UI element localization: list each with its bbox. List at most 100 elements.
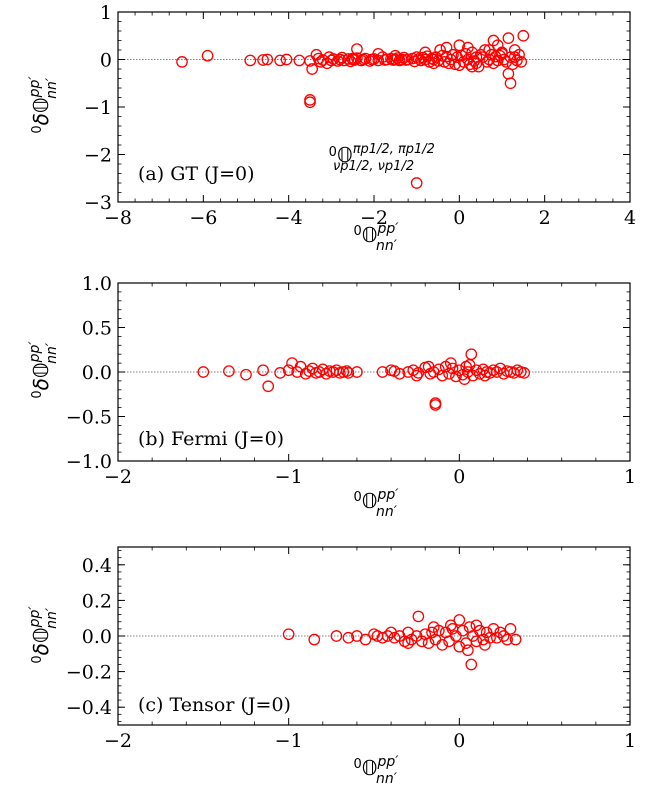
annotation-sub: νp1/2, νp1/2 (333, 159, 414, 174)
y-tick-label: 1 (100, 2, 112, 24)
y-tick-label: 0.5 (82, 318, 112, 340)
scatter-points (197, 348, 531, 411)
x-axis-label: 0𝕆pp′ nn′ (354, 221, 400, 254)
data-point (497, 630, 510, 642)
data-point (359, 633, 372, 646)
data-point (197, 366, 210, 378)
x-tick-label: −2 (104, 466, 132, 488)
y-tick-label: 0.0 (82, 626, 112, 648)
data-point (444, 619, 457, 632)
y-axis-label: 0δ𝕆pp′nn′ (27, 341, 60, 399)
panel-3: −2 −1 0 1 −0.4 −0.2 0.0 0.2 0.4 (c) Tensor (J=0) 0… (27, 546, 636, 787)
data-point (466, 60, 478, 73)
data-point (176, 56, 188, 68)
y-tick-label: 1.0 (82, 273, 112, 295)
data-point (342, 367, 355, 379)
x-tick-label: 0 (453, 730, 465, 752)
data-point (458, 373, 471, 385)
y-axis-label-sup: pp′ (27, 606, 43, 629)
data-point (201, 49, 214, 62)
x-tick-label: 1 (624, 466, 636, 488)
x-tick-label: 1 (624, 730, 636, 752)
data-point (477, 633, 490, 646)
x-tick-label: −1 (275, 466, 303, 488)
x-axis-label-sub: nn′ (376, 771, 398, 787)
data-point (465, 658, 478, 671)
data-point (244, 54, 257, 67)
x-axis-label-main: 𝕆 (362, 756, 378, 780)
y-tick-label: −1 (84, 97, 112, 119)
annotation-label: 0𝕆πp1/2, πp1/2 νp1/2, νp1/2 (329, 142, 435, 174)
scatter-points (282, 610, 522, 671)
annotation-base: 0 (329, 145, 337, 160)
data-point (518, 367, 531, 379)
panel-label: (c) Tensor (J=0) (138, 694, 291, 716)
data-point (410, 369, 423, 382)
x-tick-label: 2 (539, 207, 551, 229)
data-point (422, 360, 435, 373)
data-point (444, 357, 457, 369)
data-point (293, 54, 306, 67)
y-axis-label-main: δ𝕆 (29, 627, 53, 655)
y-axis-label-base: 0 (30, 655, 45, 663)
data-point (429, 399, 442, 411)
data-point (330, 630, 343, 642)
data-point (304, 94, 316, 106)
y-axis-label: 0δ𝕆pp′nn′ (27, 76, 60, 134)
y-axis-label-main: δ𝕆 (29, 97, 53, 125)
data-point (412, 610, 425, 623)
data-point (308, 633, 321, 646)
data-point (462, 644, 474, 657)
x-tick-label: −1 (275, 730, 303, 752)
y-tick-label: −0.5 (66, 407, 112, 429)
x-axis-label-main: 𝕆 (362, 489, 378, 513)
data-point (262, 380, 275, 393)
x-axis-label-base: 0 (354, 757, 362, 772)
y-axis-label-sub: nn′ (44, 77, 60, 99)
x-tick-label: −6 (189, 207, 217, 229)
data-point (389, 49, 402, 62)
y-axis-label-sup: pp′ (27, 76, 43, 99)
data-point (440, 41, 453, 54)
data-point (419, 46, 432, 59)
data-point (306, 63, 318, 75)
data-point (280, 53, 293, 66)
x-axis-label-sup: pp′ (377, 221, 400, 237)
x-axis-label-main: 𝕆 (362, 223, 378, 247)
data-point (422, 637, 435, 649)
x-axis-label: 0𝕆pp′ nn′ (354, 487, 400, 520)
data-point (456, 624, 469, 637)
x-axis-label-sub: nn′ (376, 238, 398, 254)
y-tick-label: 0.0 (82, 362, 112, 384)
data-point (320, 367, 333, 380)
y-axis-label-main: δ𝕆 (29, 362, 53, 390)
data-point (282, 364, 295, 377)
data-point (385, 364, 397, 377)
data-point (479, 369, 491, 382)
y-axis-label-sub: nn′ (44, 342, 60, 364)
x-tick-label: −8 (104, 207, 132, 229)
data-point (509, 633, 522, 646)
x-axis-label-sup: pp′ (377, 487, 400, 503)
data-point (462, 41, 474, 54)
x-tick-label: −4 (275, 207, 303, 229)
data-point (465, 348, 478, 361)
data-point (506, 58, 519, 71)
x-tick-label: 4 (624, 207, 636, 229)
data-point (459, 47, 472, 60)
panel-label: (b) Fermi (J=0) (138, 428, 284, 450)
y-tick-label: −3 (84, 192, 112, 214)
y-tick-label: −1.0 (66, 451, 112, 473)
x-axis-label: 0𝕆pp′ nn′ (354, 754, 400, 787)
data-point (515, 56, 528, 68)
panel-2: −2 −1 0 1−1.0−0.50.00.51.0(b) Fermi (J=0)0𝕆… (27, 273, 636, 520)
x-axis-label-sup: pp′ (377, 754, 400, 770)
data-point (436, 639, 449, 651)
data-point (303, 365, 315, 377)
y-tick-label: 0.4 (82, 555, 112, 577)
data-point (470, 619, 483, 632)
data-point (504, 77, 517, 90)
panel-1: −8 −6 −4 −2 0 2 4−3−2−101(a) GT (J=0)0𝕆pp′ nn′0… (27, 2, 636, 254)
data-point (323, 51, 336, 63)
